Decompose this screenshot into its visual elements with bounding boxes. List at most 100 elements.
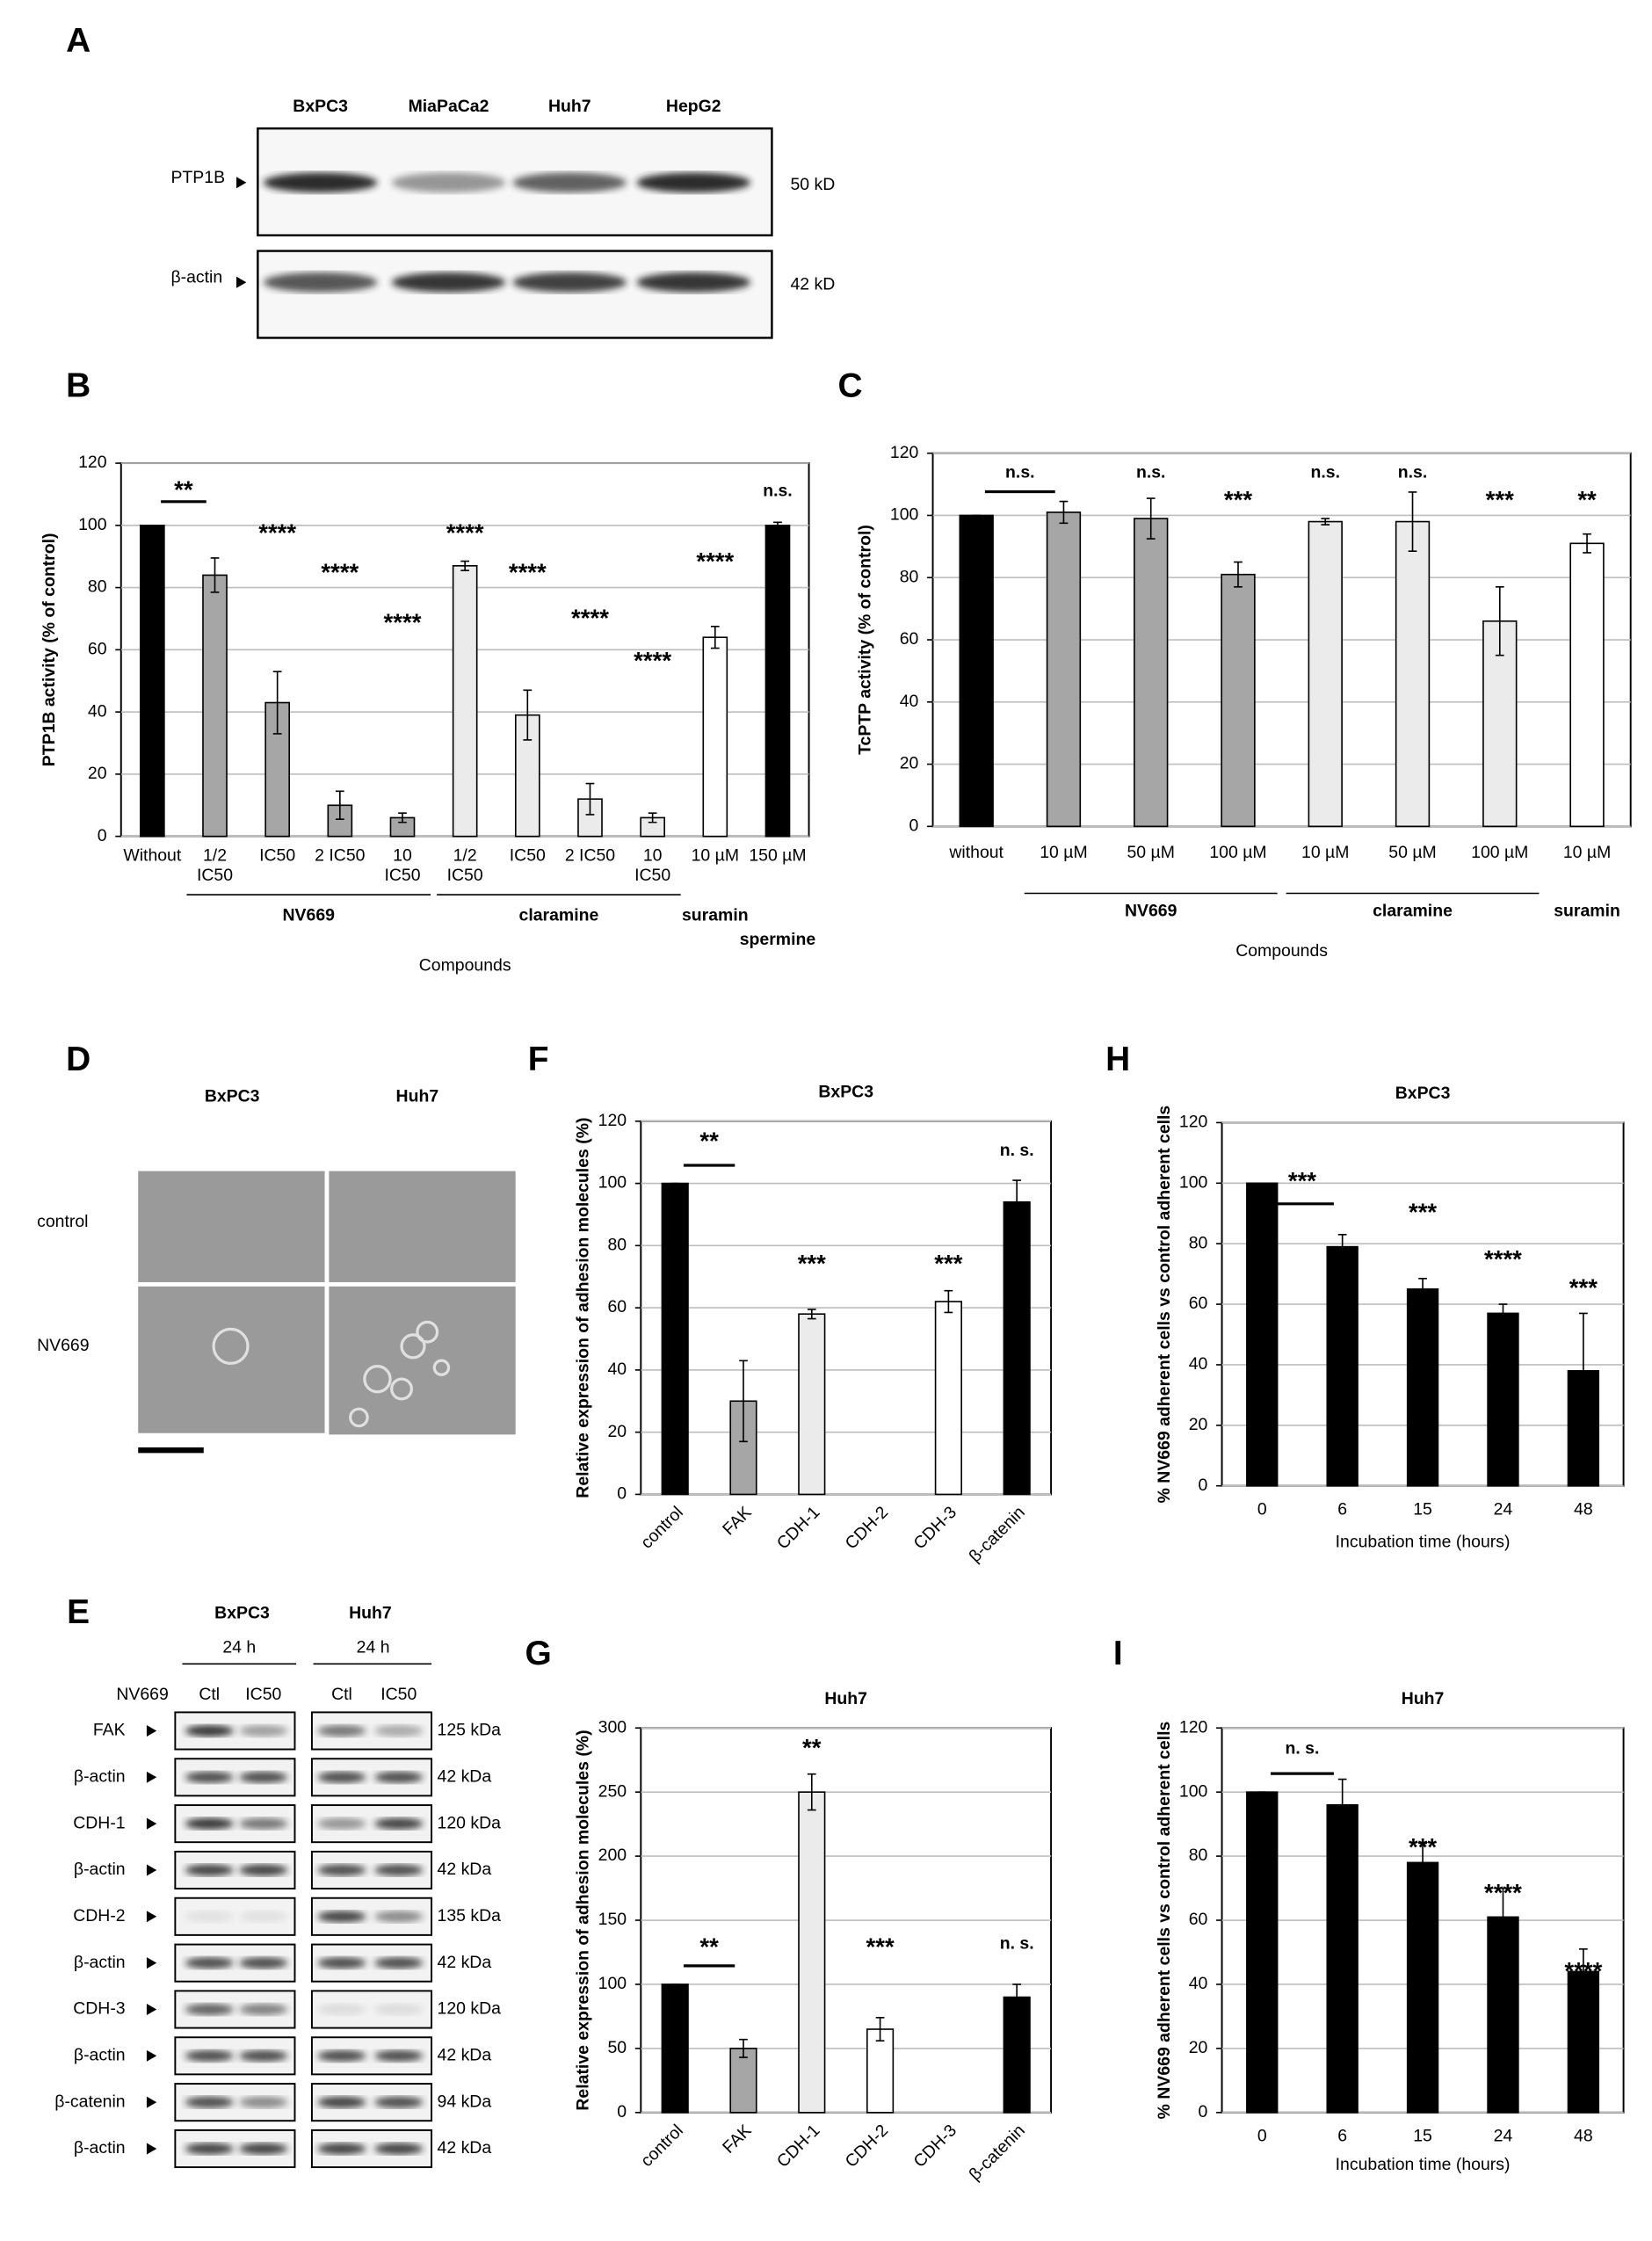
blot-band [391, 172, 506, 193]
size-label: 42 kDa [438, 1766, 492, 1786]
group-label: suramin [682, 906, 749, 925]
y-tick-label: 100 [78, 515, 107, 534]
chart-title: Huh7 [824, 1689, 867, 1708]
x-tick-label: 6 [1337, 2127, 1347, 2146]
x-tick-label: 50 µM [1388, 843, 1436, 862]
error-bar [773, 521, 782, 530]
bar [798, 1313, 826, 1496]
blot-band [512, 172, 627, 193]
arrow [146, 2096, 157, 2108]
panel-label: A [66, 22, 91, 60]
bar [1395, 520, 1431, 828]
panel-label: H [1105, 1041, 1130, 1078]
protein-label: β-actin [74, 1953, 126, 1972]
bar [140, 525, 165, 838]
blot-band [374, 1911, 424, 1923]
bar [1046, 511, 1082, 828]
blot-band [317, 1817, 366, 1830]
size-label: 42 kDa [438, 2045, 492, 2064]
error-bar [523, 689, 533, 741]
time: 24 h [357, 1638, 390, 1657]
y-tick-label: 40 [607, 1360, 627, 1379]
blot-band [512, 272, 627, 293]
blot-band [317, 2049, 366, 2062]
x-tick-line: 1/2 [453, 846, 477, 866]
x-tick-label: control [637, 2121, 687, 2171]
error-bar [1321, 518, 1330, 526]
x-tick-line: IC50 [384, 866, 420, 885]
column-label: Huh7 [396, 1086, 439, 1106]
x-tick-label: control [637, 1503, 687, 1553]
bar [729, 2048, 757, 2114]
x-tick-label: 2 IC50 [565, 846, 615, 866]
size-label: 42 kDa [438, 2138, 492, 2158]
blot-band [317, 1957, 366, 1969]
row-label: control [37, 1212, 88, 1231]
bar [661, 1984, 689, 2114]
size-label: 135 kDa [438, 1906, 502, 1926]
error-bar [1579, 1948, 1588, 1995]
x-tick-label: FAK [719, 2121, 756, 2158]
y-tick-label: 0 [1199, 1476, 1208, 1495]
error-bar [739, 2038, 748, 2058]
blot-band [374, 2049, 424, 2062]
y-tick-label: 300 [598, 1717, 627, 1737]
x-tick-label: 10 µM [1040, 843, 1087, 862]
blot-band [391, 272, 506, 293]
bar [1326, 1245, 1359, 1487]
blot-band [185, 1864, 234, 1876]
blot-band [374, 1817, 424, 1830]
blot-band [239, 1817, 288, 1830]
x-tick-label: CDH-3 [909, 2121, 960, 2172]
significance: *** [1224, 486, 1252, 513]
error-bar [1059, 500, 1069, 525]
blot-band [239, 1911, 288, 1923]
y-tick-label: 20 [900, 754, 919, 773]
cell [349, 1407, 369, 1428]
group-label: claramine [1373, 902, 1453, 921]
x-tick-line: 1/2 [203, 846, 227, 866]
x-tick-label: 2 IC50 [315, 846, 365, 866]
significance: *** [866, 1933, 895, 1961]
size-label: 50 kD [790, 175, 835, 194]
y-tick-label: 100 [598, 1173, 627, 1193]
significance: n. s. [1286, 1739, 1320, 1759]
bar [661, 1182, 689, 1496]
x-tick-label: CDH-1 [773, 2121, 824, 2172]
x-tick-line: IC50 [447, 866, 483, 885]
group-label: NV669 [283, 906, 336, 925]
y-tick-label: 20 [88, 764, 107, 783]
error-bar [1495, 586, 1504, 656]
x-tick-label: 15 [1413, 2127, 1432, 2146]
group-label: suramin [1554, 902, 1620, 921]
y-axis-label: Relative expression of adhesion molecule… [574, 1118, 593, 1498]
y-axis-label: % NV669 adherent cells vs control adhere… [1155, 1106, 1174, 1504]
cell [416, 1320, 439, 1344]
blot-band [185, 2003, 234, 2015]
error-bar [648, 812, 657, 823]
blot-band [239, 1771, 288, 1783]
y-axis-label: PTP1B activity (% of control) [40, 533, 59, 767]
x-tick-label: 1/2 IC50 [197, 846, 233, 886]
x-tick-label: CDH-3 [909, 1503, 960, 1554]
blot-band [239, 2143, 288, 2155]
bar [1134, 518, 1169, 828]
blot-band [185, 1911, 234, 1923]
bar [1308, 520, 1343, 828]
error-bar [585, 782, 595, 816]
x-axis-label: Incubation time (hours) [1336, 2155, 1511, 2174]
x-tick-line: IC50 [634, 866, 670, 885]
x-tick-label: 10 µM [1563, 843, 1611, 862]
arrow [146, 1771, 157, 1783]
y-tick-label: 20 [607, 1422, 627, 1441]
y-tick-label: 0 [98, 826, 107, 845]
panel-label: C [838, 366, 863, 404]
time: 24 h [222, 1638, 256, 1657]
blot-band [636, 272, 751, 293]
significance: n.s. [1136, 463, 1165, 482]
panel-label: F [528, 1041, 549, 1078]
bar [1003, 1996, 1031, 2114]
significance: n. s. [1000, 1141, 1034, 1160]
blot-band [185, 1817, 234, 1830]
significance: n.s. [763, 482, 792, 501]
